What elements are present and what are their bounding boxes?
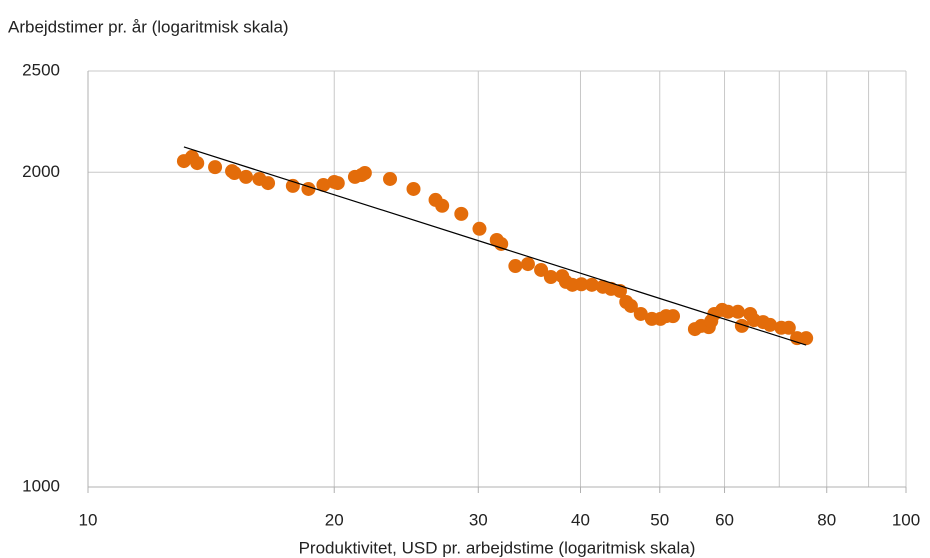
trend-line xyxy=(183,146,807,346)
y-tick-label: 2500 xyxy=(22,60,60,79)
point xyxy=(454,206,469,221)
point xyxy=(584,277,599,292)
point xyxy=(763,317,778,332)
point xyxy=(534,262,549,277)
point xyxy=(543,270,558,285)
x-tick-label: 80 xyxy=(817,510,836,529)
y-tick-label: 1000 xyxy=(22,476,60,495)
point xyxy=(633,306,648,321)
point xyxy=(721,304,736,319)
point xyxy=(330,176,345,191)
x-tick-label: 60 xyxy=(715,510,734,529)
point xyxy=(799,331,814,346)
point xyxy=(520,257,535,272)
x-tick-label: 50 xyxy=(650,510,669,529)
x-tick-label: 30 xyxy=(469,510,488,529)
point xyxy=(508,259,523,274)
point xyxy=(494,236,509,251)
x-tick-label: 20 xyxy=(325,510,344,529)
point xyxy=(781,320,796,335)
x-tick-label: 10 xyxy=(79,510,98,529)
point xyxy=(472,221,487,236)
y-axis-label: Arbejdstimer pr. år (logaritmisk skala) xyxy=(8,17,289,36)
point xyxy=(208,160,223,175)
point xyxy=(227,165,242,180)
point xyxy=(574,277,589,292)
point xyxy=(435,198,450,213)
x-axis-label: Produktivitet, USD pr. arbejdstime (loga… xyxy=(299,538,696,557)
x-tick-label: 40 xyxy=(571,510,590,529)
y-tick-label: 2000 xyxy=(22,162,60,181)
point xyxy=(623,298,638,313)
point xyxy=(734,318,749,333)
x-tick-label: 100 xyxy=(892,510,920,529)
point xyxy=(238,169,253,184)
point xyxy=(666,309,681,324)
point xyxy=(301,181,316,196)
point xyxy=(406,181,421,196)
point xyxy=(730,304,745,319)
point xyxy=(316,177,331,192)
point xyxy=(190,156,205,171)
point xyxy=(261,176,276,191)
point xyxy=(357,165,372,180)
point xyxy=(383,171,398,186)
